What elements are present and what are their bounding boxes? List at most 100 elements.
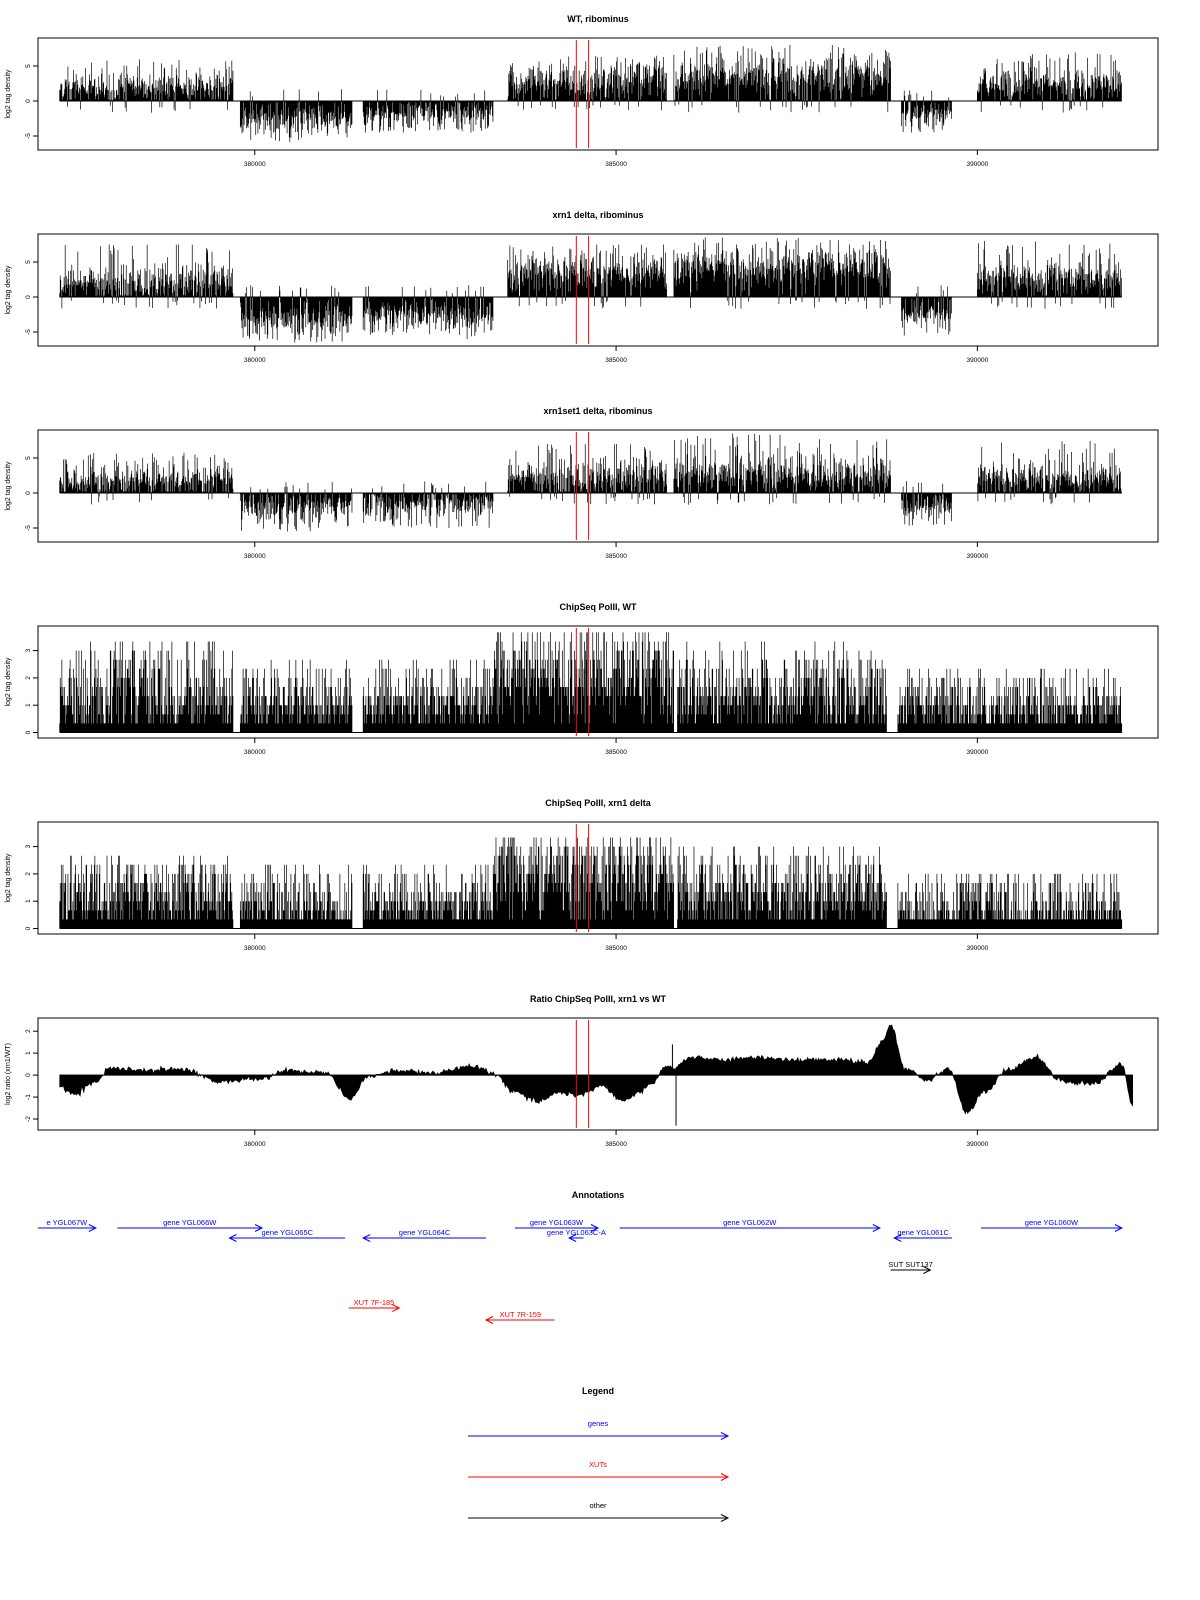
legend-item: genes [468, 1419, 730, 1440]
signal-segment [492, 837, 674, 929]
x-tick-label: 380000 [244, 749, 266, 756]
feature-label: XUT 7F-185 [354, 1298, 395, 1307]
feature-xut: XUT 7R-159 [484, 1310, 555, 1324]
y-tick-label: 1 [25, 703, 32, 707]
y-axis-label: log2 tag density [5, 461, 12, 511]
signal-bars [673, 237, 891, 309]
signal-bars [362, 285, 494, 339]
y-axis-label: log2 ratio (xrn1/WT) [5, 1043, 12, 1105]
x-tick-label: 390000 [967, 1141, 989, 1148]
data-marks [59, 237, 1122, 343]
signal-bars [59, 59, 234, 113]
track-panel-6: Ratio ChipSeq PolII, xrn1 vs WT log2 rati… [5, 994, 1159, 1148]
signal-segment [901, 481, 952, 526]
signal-bars [59, 641, 234, 733]
signal-bars [362, 481, 494, 528]
legend-item: XUTs [468, 1460, 730, 1481]
data-marks [59, 632, 1123, 734]
signal-segment [977, 440, 1122, 505]
panel-title: xrn1set1 delta, ribominus [543, 406, 652, 416]
track-panels: WT, ribominus log2 tag density 380000 38500… [5, 14, 1159, 1148]
feature-label: e YGL067W [47, 1218, 89, 1227]
signal-bars [673, 433, 891, 505]
y-tick-label: 0 [25, 491, 32, 495]
feature-arrowhead-icon [88, 1224, 97, 1232]
feature-arrowhead-icon [872, 1224, 881, 1232]
panel-title: Ratio ChipSeq PolII, xrn1 vs WT [530, 994, 667, 1004]
feature-gene: gene YGL064C [362, 1228, 486, 1242]
y-tick-label: 0 [25, 730, 32, 734]
y-tick-label: 5 [25, 456, 32, 460]
data-marks [59, 45, 1122, 143]
data-marks [59, 837, 1123, 930]
signal-segment [362, 659, 494, 733]
signal-segment [977, 52, 1122, 113]
data-marks [59, 433, 1122, 532]
y-tick-label: 5 [25, 64, 32, 68]
signal-segment [677, 846, 887, 929]
plot-frame [37, 821, 1159, 935]
y-tick-label: -5 [25, 525, 32, 531]
signal-segment [677, 641, 887, 733]
y-tick-label: -2 [25, 1116, 32, 1122]
signal-bars [239, 659, 353, 733]
plot-frame [37, 429, 1159, 543]
x-tick-label: 390000 [967, 945, 989, 952]
y-axis-label: log2 tag density [5, 265, 12, 315]
signal-bars [897, 873, 1123, 929]
signal-bars [239, 285, 353, 343]
panel-title: ChipSeq PolII, xrn1 delta [545, 798, 652, 808]
signal-bars [492, 837, 674, 929]
signal-bars [362, 864, 494, 929]
feature-arrowhead-icon [1114, 1224, 1123, 1232]
y-axis-label: log2 tag density [5, 69, 12, 119]
ratio-area [59, 1024, 1134, 1115]
panel-title: ChipSeq PolII, WT [560, 602, 637, 612]
signal-bars [901, 285, 952, 336]
panel-title: xrn1 delta, ribominus [552, 210, 643, 220]
signal-segment [507, 444, 667, 505]
signal-segment [362, 481, 494, 528]
feature-label: gene YGL062W [723, 1218, 777, 1227]
feature-gene: gene YGL066W [117, 1218, 264, 1232]
signal-bars [492, 632, 674, 733]
feature-arrowhead-icon [484, 1316, 494, 1324]
signal-bars [897, 668, 1123, 733]
signal-bars [239, 482, 353, 532]
signal-bars [977, 52, 1122, 113]
track-panel-5: ChipSeq PolII, xrn1 delta log2 tag densit… [5, 798, 1159, 952]
track-panel-4: ChipSeq PolII, WT log2 tag density 380000 3… [5, 602, 1159, 756]
signal-segment [59, 452, 234, 505]
y-tick-label: 0 [25, 1073, 32, 1077]
feature-arrowhead-icon [590, 1224, 600, 1232]
feature-gene: gene YGL061C [893, 1228, 953, 1242]
plot-frame [37, 37, 1159, 151]
x-tick-label: 380000 [244, 1141, 266, 1148]
feature-gene: e YGL067W [38, 1218, 97, 1232]
signal-segment [59, 855, 234, 929]
feature-gene: gene YGL063W [514, 1218, 600, 1232]
signal-segment [239, 89, 353, 143]
signal-segment [507, 244, 667, 309]
signal-bars [59, 244, 234, 309]
y-tick-label: 2 [25, 1029, 32, 1033]
signal-segment [239, 482, 353, 532]
signal-bars [362, 89, 494, 133]
signal-bars [901, 481, 952, 526]
signal-segment [673, 237, 891, 309]
signal-segment [507, 55, 667, 111]
track-panel-2: xrn1 delta, ribominus log2 tag density 380… [5, 210, 1159, 364]
legend-arrowhead-icon [720, 1473, 730, 1481]
signal-bars [239, 864, 353, 929]
feature-gene: gene YGL063C-A [547, 1228, 606, 1242]
feature-label: gene YGL061C [897, 1228, 949, 1237]
signal-segment [901, 90, 952, 133]
signal-segment [492, 632, 674, 733]
panel-title: WT, ribominus [567, 14, 629, 24]
legend-panel: Legend genes XUTs other [468, 1386, 730, 1522]
y-tick-label: 5 [25, 260, 32, 264]
y-axis-label: log2 tag density [5, 853, 12, 903]
signal-segment [362, 89, 494, 133]
feature-arrowhead-icon [567, 1234, 577, 1242]
